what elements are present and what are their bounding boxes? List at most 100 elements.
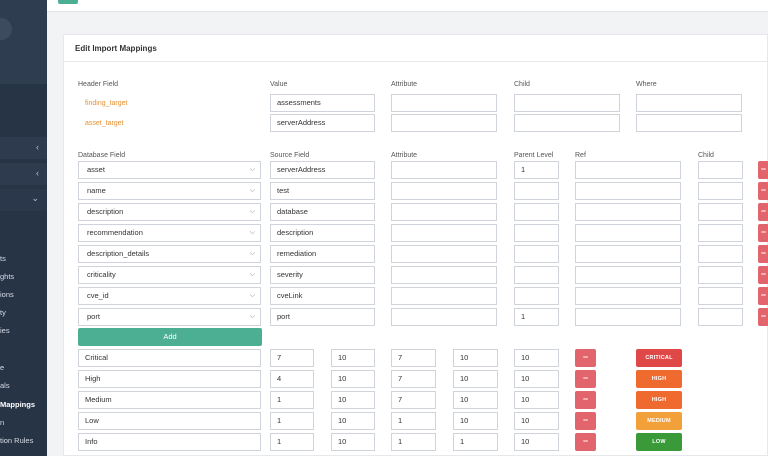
severity-value-input[interactable]: 10 xyxy=(514,370,559,388)
sidebar-item[interactable]: als xyxy=(0,381,10,390)
severity-name-input[interactable]: Info xyxy=(78,433,261,451)
attribute-input[interactable] xyxy=(391,245,497,263)
attribute-input[interactable] xyxy=(391,94,497,112)
severity-value-input[interactable]: 10 xyxy=(514,349,559,367)
source-field-input[interactable]: remediation xyxy=(270,245,375,263)
database-field-select[interactable]: recommendation ⌵ xyxy=(78,224,261,242)
severity-name-input[interactable]: Medium xyxy=(78,391,261,409)
parent-level-input[interactable] xyxy=(514,245,559,263)
top-action-button[interactable] xyxy=(58,0,78,4)
attribute-input[interactable] xyxy=(391,161,497,179)
sidebar-item[interactable]: e xyxy=(0,363,5,372)
remove-severity-button[interactable]: − xyxy=(575,370,596,388)
severity-value-input[interactable]: 7 xyxy=(391,391,436,409)
sidebar-item[interactable]: ions xyxy=(0,290,14,299)
child-input[interactable] xyxy=(698,266,743,284)
source-field-input[interactable]: test xyxy=(270,182,375,200)
remove-row-button[interactable]: − xyxy=(758,245,768,263)
child-input[interactable] xyxy=(698,203,743,221)
severity-value-input[interactable]: 10 xyxy=(331,349,375,367)
source-field-input[interactable]: severity xyxy=(270,266,375,284)
severity-value-input[interactable]: 10 xyxy=(453,391,498,409)
add-button[interactable]: Add xyxy=(78,328,262,346)
parent-level-input[interactable] xyxy=(514,266,559,284)
ref-input[interactable] xyxy=(575,266,681,284)
parent-level-input[interactable] xyxy=(514,203,559,221)
severity-value-input[interactable]: 7 xyxy=(391,370,436,388)
source-field-input[interactable]: serverAddress xyxy=(270,161,375,179)
severity-value-input[interactable]: 7 xyxy=(391,349,436,367)
attribute-input[interactable] xyxy=(391,266,497,284)
severity-value-input[interactable]: 1 xyxy=(270,391,314,409)
sidebar-item[interactable]: ts xyxy=(0,254,6,263)
severity-value-input[interactable]: 10 xyxy=(514,433,559,451)
sidebar-item[interactable]: ies xyxy=(0,326,10,335)
avatar[interactable] xyxy=(0,18,12,40)
severity-value-input[interactable]: 1 xyxy=(270,433,314,451)
severity-value-input[interactable]: 1 xyxy=(391,433,436,451)
remove-row-button[interactable]: − xyxy=(758,287,768,305)
child-input[interactable] xyxy=(698,224,743,242)
database-field-select[interactable]: cve_id ⌵ xyxy=(78,287,261,305)
database-field-select[interactable]: name ⌵ xyxy=(78,182,261,200)
child-input[interactable] xyxy=(514,94,620,112)
remove-row-button[interactable]: − xyxy=(758,224,768,242)
sidebar-section[interactable]: ‹ xyxy=(0,163,47,185)
sidebar-item[interactable]: n xyxy=(0,418,5,427)
child-input[interactable] xyxy=(698,182,743,200)
sidebar-item[interactable]: tion Rules xyxy=(0,436,34,445)
parent-level-input[interactable] xyxy=(514,224,559,242)
severity-value-input[interactable]: 10 xyxy=(453,370,498,388)
database-field-select[interactable]: description ⌵ xyxy=(78,203,261,221)
sidebar-item[interactable]: ty xyxy=(0,308,6,317)
ref-input[interactable] xyxy=(575,203,681,221)
source-field-input[interactable]: database xyxy=(270,203,375,221)
sidebar-item[interactable]: ghts xyxy=(0,272,15,281)
sidebar-section[interactable]: ‹ xyxy=(0,137,47,159)
child-input[interactable] xyxy=(698,245,743,263)
source-field-input[interactable]: port xyxy=(270,308,375,326)
ref-input[interactable] xyxy=(575,161,681,179)
severity-name-input[interactable]: Critical xyxy=(78,349,261,367)
ref-input[interactable] xyxy=(575,287,681,305)
value-input[interactable]: serverAddress xyxy=(270,114,375,132)
severity-value-input[interactable]: 10 xyxy=(331,433,375,451)
remove-row-button[interactable]: − xyxy=(758,308,768,326)
severity-value-input[interactable]: 10 xyxy=(453,349,498,367)
severity-value-input[interactable]: 10 xyxy=(331,391,375,409)
database-field-select[interactable]: criticality ⌵ xyxy=(78,266,261,284)
attribute-input[interactable] xyxy=(391,114,497,132)
database-field-select[interactable]: description_details ⌵ xyxy=(78,245,261,263)
severity-value-input[interactable]: 10 xyxy=(514,391,559,409)
parent-level-input[interactable] xyxy=(514,287,559,305)
child-input[interactable] xyxy=(698,308,743,326)
severity-value-input[interactable]: 10 xyxy=(331,412,375,430)
parent-level-input[interactable]: 1 xyxy=(514,308,559,326)
severity-name-input[interactable]: Low xyxy=(78,412,261,430)
remove-row-button[interactable]: − xyxy=(758,161,768,179)
severity-value-input[interactable]: 10 xyxy=(514,412,559,430)
ref-input[interactable] xyxy=(575,245,681,263)
severity-value-input[interactable]: 7 xyxy=(270,349,314,367)
remove-severity-button[interactable]: − xyxy=(575,391,596,409)
severity-value-input[interactable]: 10 xyxy=(453,412,498,430)
attribute-input[interactable] xyxy=(391,224,497,242)
ref-input[interactable] xyxy=(575,224,681,242)
source-field-input[interactable]: cveLink xyxy=(270,287,375,305)
where-input[interactable] xyxy=(636,114,742,132)
attribute-input[interactable] xyxy=(391,308,497,326)
ref-input[interactable] xyxy=(575,182,681,200)
sidebar-section-expanded[interactable]: ⌄ xyxy=(0,189,47,211)
child-input[interactable] xyxy=(698,287,743,305)
value-input[interactable]: assessments xyxy=(270,94,375,112)
database-field-select[interactable]: port ⌵ xyxy=(78,308,261,326)
sidebar-item-import-mappings[interactable]: Mappings xyxy=(0,400,35,409)
remove-row-button[interactable]: − xyxy=(758,182,768,200)
severity-value-input[interactable]: 4 xyxy=(270,370,314,388)
parent-level-input[interactable]: 1 xyxy=(514,161,559,179)
severity-value-input[interactable]: 1 xyxy=(391,412,436,430)
database-field-select[interactable]: asset ⌵ xyxy=(78,161,261,179)
remove-severity-button[interactable]: − xyxy=(575,349,596,367)
remove-row-button[interactable]: − xyxy=(758,203,768,221)
remove-severity-button[interactable]: − xyxy=(575,433,596,451)
